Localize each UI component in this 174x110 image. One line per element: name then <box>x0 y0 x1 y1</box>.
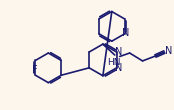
Text: N: N <box>122 28 130 38</box>
Text: F: F <box>32 65 37 75</box>
Text: N: N <box>165 46 172 56</box>
Text: N: N <box>115 63 123 73</box>
Text: HN: HN <box>107 58 121 67</box>
Text: N: N <box>115 47 123 57</box>
